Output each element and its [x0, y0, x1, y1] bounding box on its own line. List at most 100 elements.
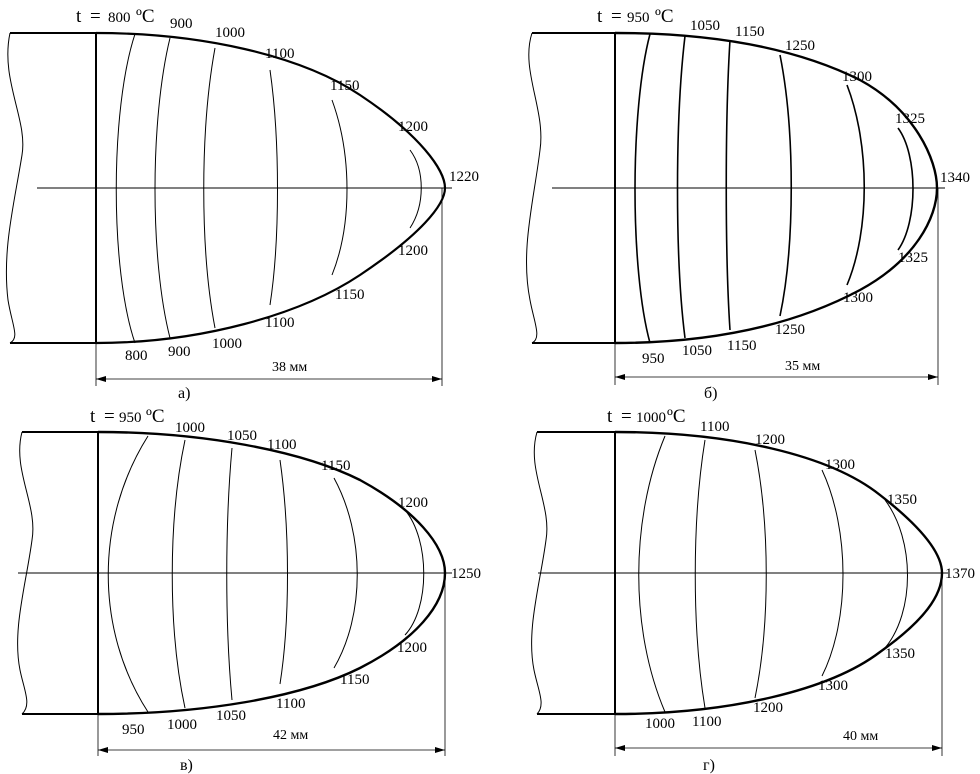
panel-c-dim-arrow-right [435, 747, 445, 753]
panel-a-bottom-label: 1150 [335, 287, 364, 303]
panel-d-top-label: 1100 [700, 419, 729, 435]
panel-a-top-label: 1150 [330, 78, 359, 94]
panel-b-bottom-label: 1250 [775, 322, 805, 338]
panel-c-top-label: 1150 [321, 458, 350, 474]
isotherm-curve [203, 47, 216, 329]
panel-b-bottom-label: 1050 [682, 343, 712, 359]
panel-c-top-label: 1100 [267, 437, 296, 453]
panel-a-break-line [5, 32, 24, 344]
panel-a-bottom-label: 1100 [265, 315, 294, 331]
panel-b-caption: б) [704, 385, 717, 402]
panel-d-dim-arrow-right [932, 745, 942, 751]
panel-c-bottom-label: 1100 [276, 696, 305, 712]
panel-a-tip-label: 1220 [449, 169, 479, 185]
panel-b-length: 35 мм [785, 359, 820, 374]
panel-c-title-unit: ºC [146, 406, 165, 427]
panel-d: t = 1000 ºC 1100 1200 1300 1350 1370 100… [531, 406, 975, 774]
panel-d-title-unit: ºC [667, 406, 686, 427]
panel-a-dim-arrow-left [96, 376, 106, 382]
panel-b-bottom-label: 1150 [727, 338, 756, 354]
panel-c-top-label: 1050 [227, 428, 257, 444]
panel-d-bottom-label: 1300 [818, 678, 848, 694]
panel-d-bottom-label: 1000 [645, 716, 675, 732]
panel-d-break-line [531, 431, 548, 715]
panel-a-isotherms [115, 33, 422, 344]
panel-c-bottom-label: 950 [122, 722, 145, 738]
panel-b-tip-label: 1340 [940, 170, 970, 186]
panel-a-title-value: 800 [108, 10, 131, 26]
panel-b-top-label: 1250 [785, 38, 815, 54]
isotherm-curve [846, 84, 865, 286]
panel-a-title-eq: = [90, 6, 101, 27]
panel-b-top-label: 1325 [895, 111, 925, 127]
panel-b-bottom-label: 1325 [898, 250, 928, 266]
panel-c-top-label: 1000 [175, 420, 205, 436]
panel-d-tip-label: 1370 [945, 566, 975, 582]
panel-a-dim-arrow-right [432, 376, 442, 382]
isotherm-curve [634, 33, 651, 344]
panel-d-caption: г) [703, 757, 715, 774]
panel-b-dim-arrow-left [615, 374, 625, 380]
isotherm-curve [107, 435, 149, 713]
panel-c-title-eq: = [104, 406, 115, 427]
panel-c-dim-arrow-left [98, 747, 108, 753]
panel-c-tip-label: 1250 [451, 566, 481, 582]
panel-c-top-label: 1200 [398, 495, 428, 511]
isotherm-curve [897, 127, 914, 251]
panel-b: t = 950 ºC 1050 1150 1250 1300 1325 1340… [526, 6, 970, 402]
panel-a-top-label: 900 [170, 16, 193, 32]
panel-c-bottom-label: 1150 [340, 672, 369, 688]
isotherm-curve [226, 447, 233, 701]
panel-a-length: 38 мм [272, 360, 307, 375]
panel-b-dim-arrow-right [928, 374, 938, 380]
isotherm-curve [279, 459, 288, 685]
panel-d-bottom-label: 1350 [885, 646, 915, 662]
isotherm-curve [409, 149, 422, 229]
panel-b-isotherms [634, 33, 914, 344]
panel-a-top-label: 1200 [398, 119, 428, 135]
panel-d-title-eq: = [621, 406, 632, 427]
panel-c-break-line [17, 431, 34, 715]
isotherm-curve [115, 33, 136, 344]
isotherm-curve [884, 499, 908, 649]
panel-a-title-t: t [76, 6, 82, 27]
panel-b-top-label: 1150 [735, 24, 764, 40]
panel-b-title-unit: ºC [655, 6, 674, 27]
isotherm-curve [638, 435, 666, 713]
panel-d-bottom-label: 1200 [753, 700, 783, 716]
isotherm-curve [171, 439, 186, 709]
panel-a-title-unit: ºC [136, 6, 155, 27]
panel-d-title-value: 1000 [636, 410, 666, 426]
panel-c-bottom-label: 1200 [397, 640, 427, 656]
panel-c-length: 42 мм [273, 728, 308, 743]
isotherm-curve [754, 449, 767, 699]
panel-c-title-value: 950 [119, 410, 142, 426]
panel-d-top-label: 1300 [825, 457, 855, 473]
panel-c-isotherms [107, 435, 425, 713]
isotherm-curve [331, 99, 348, 276]
panel-d-isotherms [638, 435, 908, 713]
panel-a-bottom-label: 800 [125, 348, 148, 364]
panel-b-top-label: 1050 [690, 18, 720, 34]
panel-c-caption: в) [180, 757, 193, 774]
panel-b-top-label: 1300 [842, 69, 872, 85]
panel-b-title-t: t [597, 6, 603, 27]
panel-c: t = 950 ºC 1000 1050 1100 1150 1200 1250… [17, 406, 481, 774]
panel-c-bottom-label: 1050 [216, 708, 246, 724]
panel-a-caption: а) [178, 385, 190, 402]
panel-d-length: 40 мм [843, 729, 878, 744]
isotherm-curve [779, 54, 793, 317]
isotherm-curve [154, 37, 171, 339]
panel-b-title-eq: = [611, 6, 622, 27]
panel-d-top-label: 1200 [755, 432, 785, 448]
panel-c-bottom-label: 1000 [167, 717, 197, 733]
panel-a: t = 800 ºC 900 1000 1100 1150 1200 1220 … [5, 6, 479, 402]
panel-a-bottom-label: 900 [168, 344, 191, 360]
panel-d-dim-arrow-left [615, 745, 625, 751]
isotherm-curve [694, 439, 706, 709]
panel-b-title-value: 950 [627, 10, 650, 26]
panel-a-top-label: 1100 [265, 46, 294, 62]
isotherm-curve [333, 477, 358, 669]
panel-b-break-line [526, 32, 542, 344]
